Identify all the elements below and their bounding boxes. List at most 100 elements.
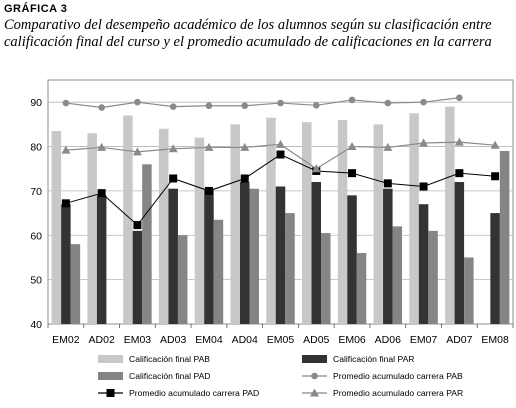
- legend-label: Calificación final PAD: [129, 371, 211, 381]
- x-tick-label: EM08: [481, 334, 509, 346]
- y-tick-label: 70: [30, 186, 42, 198]
- bar: [168, 188, 178, 324]
- data-point: [276, 150, 285, 159]
- bar: [409, 113, 419, 324]
- data-point: [311, 164, 321, 173]
- bar: [194, 137, 205, 324]
- x-tick-label: AD02: [89, 334, 115, 346]
- data-point: [491, 172, 500, 181]
- bar: [490, 213, 500, 324]
- y-tick-label: 80: [30, 142, 42, 154]
- chart-title-line-2: calificación final del curso y el promed…: [4, 34, 492, 50]
- legend-label: Calificación final PAR: [333, 354, 415, 364]
- data-point: [240, 142, 250, 151]
- data-point: [204, 142, 214, 151]
- bar: [454, 182, 465, 324]
- bar: [464, 257, 474, 324]
- data-point: [106, 389, 115, 397]
- x-axis: EM02 AD02 EM03 AD03 EM04 AD04 EM05 AD05 EM06 AD06…: [47, 324, 514, 346]
- x-tick-label: EM06: [338, 334, 366, 346]
- data-point: [347, 142, 357, 151]
- bar: [356, 253, 367, 324]
- data-point: [241, 102, 249, 110]
- series-line: [65, 97, 460, 109]
- data-point: [456, 94, 463, 102]
- data-point: [134, 98, 141, 106]
- x-tick-label: AD03: [160, 334, 186, 346]
- data-point: [205, 102, 213, 110]
- bar: [445, 106, 455, 324]
- data-point: [419, 182, 428, 191]
- bar: [158, 128, 169, 324]
- bars: [51, 106, 510, 325]
- bar: [249, 188, 259, 324]
- data-point: [383, 142, 393, 151]
- legend-swatch: [98, 372, 123, 380]
- bar: [321, 233, 331, 324]
- bar: [239, 182, 250, 324]
- bar: [347, 195, 357, 324]
- x-tick-label: EM02: [52, 334, 80, 346]
- legend-swatch: [302, 355, 327, 363]
- bar: [230, 124, 240, 324]
- bar: [70, 244, 81, 324]
- data-point: [311, 372, 318, 380]
- data-point: [97, 189, 106, 198]
- data-point: [420, 98, 427, 106]
- bar: [373, 124, 384, 324]
- figure-label: GRÁFICA 3: [4, 3, 68, 15]
- legend-label: Promedio acumulado carrera PAD: [129, 388, 259, 398]
- data-point: [454, 137, 464, 146]
- bar: [392, 226, 403, 324]
- legend-label: Promedio acumulado carrera PAB: [333, 371, 463, 381]
- legend: Calificación final PAB Calificación final…: [98, 354, 463, 398]
- y-tick-label: 90: [30, 97, 42, 109]
- data-point: [419, 138, 429, 147]
- series-lines: [61, 94, 500, 230]
- bar: [61, 204, 71, 324]
- y-tick-label: 40: [30, 319, 42, 331]
- data-point: [348, 96, 356, 104]
- bar: [96, 195, 107, 324]
- data-point: [277, 99, 284, 107]
- bar: [275, 186, 286, 324]
- data-point: [133, 221, 142, 230]
- data-point: [384, 99, 392, 107]
- legend-label: Promedio acumulado carrera PAR: [333, 388, 463, 398]
- data-point: [310, 388, 319, 397]
- x-tick-label: EM07: [410, 334, 438, 346]
- data-point: [490, 140, 500, 149]
- data-point: [168, 144, 178, 153]
- data-point: [61, 199, 70, 208]
- data-point: [132, 147, 142, 156]
- bar: [204, 188, 214, 324]
- bar: [142, 164, 152, 324]
- bar: [285, 213, 295, 324]
- chart-title-line-1: Comparativo del desempeño académico de l…: [4, 17, 492, 33]
- bar: [418, 204, 429, 324]
- data-point: [97, 142, 107, 151]
- data-point: [62, 99, 70, 107]
- data-point: [61, 145, 71, 154]
- data-point: [455, 169, 464, 178]
- data-point: [348, 169, 357, 178]
- x-tick-label: AD04: [232, 334, 258, 346]
- legend-swatch: [98, 355, 123, 363]
- data-point: [312, 101, 320, 109]
- x-tick-label: AD05: [303, 334, 329, 346]
- x-tick-label: EM03: [124, 334, 152, 346]
- x-tick-label: AD07: [446, 334, 472, 346]
- bar: [51, 131, 62, 324]
- y-axis: 40 50 60 70 80 90: [30, 97, 42, 331]
- bar: [428, 230, 438, 324]
- bar: [213, 219, 224, 324]
- y-tick-label: 50: [30, 275, 42, 287]
- data-point: [276, 139, 285, 148]
- data-point: [169, 174, 178, 183]
- data-point: [98, 104, 105, 111]
- bar: [123, 115, 133, 324]
- data-point: [240, 174, 249, 183]
- bar: [499, 150, 510, 324]
- x-tick-label: EM04: [195, 334, 223, 346]
